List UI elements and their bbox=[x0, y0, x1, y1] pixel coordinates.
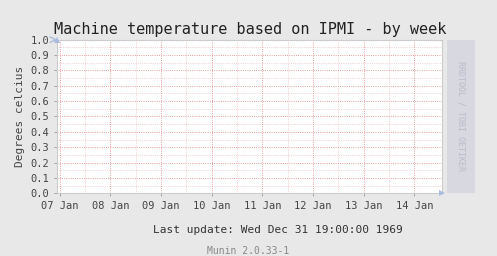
Title: Machine temperature based on IPMI - by week: Machine temperature based on IPMI - by w… bbox=[54, 22, 446, 37]
Text: Last update: Wed Dec 31 19:00:00 1969: Last update: Wed Dec 31 19:00:00 1969 bbox=[154, 225, 403, 236]
Text: RRDTOOL / TOBI OETIKER: RRDTOOL / TOBI OETIKER bbox=[456, 61, 466, 172]
Text: Munin 2.0.33-1: Munin 2.0.33-1 bbox=[207, 246, 290, 256]
Y-axis label: Degrees celcius: Degrees celcius bbox=[15, 66, 25, 167]
